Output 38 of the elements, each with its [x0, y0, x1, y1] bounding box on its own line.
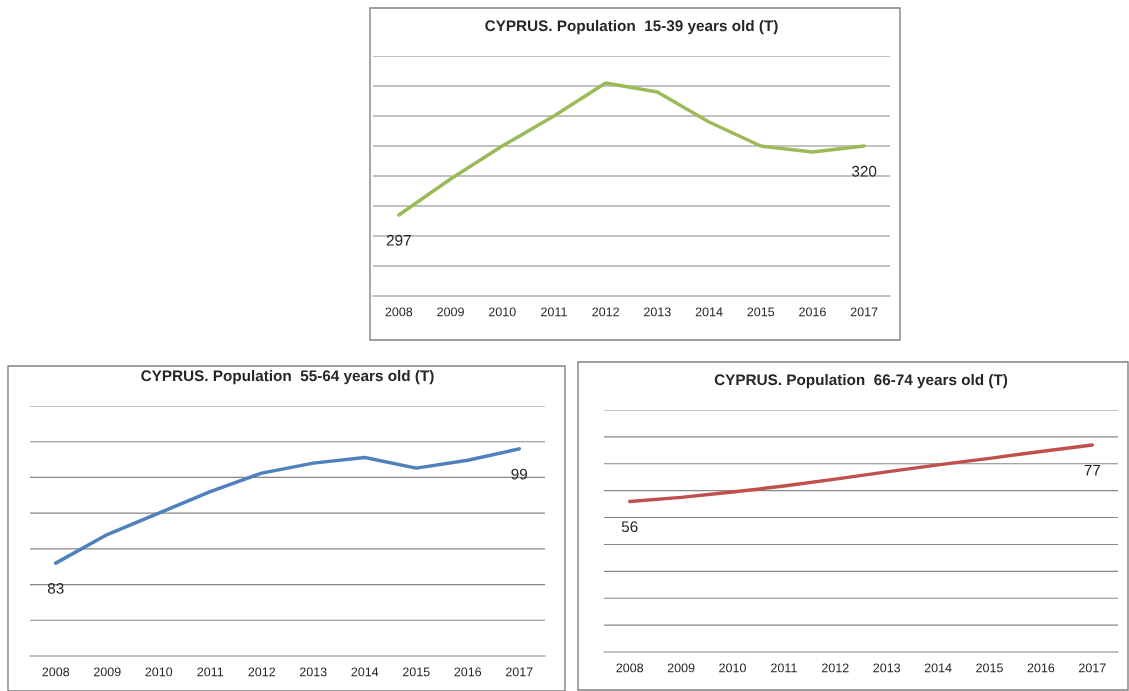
- chart-title: CYPRUS. Population 55-64 years old (T): [141, 369, 434, 385]
- chart-title: CYPRUS. Population 15-39 years old (T): [485, 19, 778, 35]
- x-tick-label: 2009: [667, 663, 695, 673]
- x-tick-label: 2013: [299, 667, 327, 677]
- data-label: 56: [621, 521, 638, 533]
- x-tick-label: 2008: [385, 307, 413, 317]
- x-tick-label: 2012: [592, 307, 619, 317]
- x-tick-label: 2014: [351, 667, 379, 677]
- x-tick-label: 2011: [197, 667, 224, 677]
- x-tick-label: 2012: [822, 663, 849, 673]
- x-tick-label: 2014: [695, 307, 723, 317]
- x-tick-label: 2016: [799, 307, 826, 317]
- x-tick-label: 2017: [850, 307, 878, 317]
- x-tick-label: 2013: [873, 663, 901, 673]
- x-tick-label: 2010: [488, 307, 516, 317]
- x-tick-label: 2017: [1079, 663, 1106, 673]
- data-label: 297: [386, 234, 411, 246]
- data-label: 77: [1084, 464, 1101, 476]
- x-tick-label: 2017: [505, 667, 533, 677]
- data-label: 83: [47, 582, 64, 594]
- x-tick-label: 2008: [616, 663, 644, 673]
- x-tick-label: 2011: [771, 663, 797, 673]
- chart-title: CYPRUS. Population 66-74 years old (T): [714, 373, 1008, 389]
- x-tick-label: 2013: [644, 307, 671, 317]
- x-tick-label: 2009: [437, 307, 464, 317]
- data-label: 320: [851, 165, 877, 177]
- x-tick-label: 2011: [541, 307, 567, 317]
- x-tick-label: 2016: [1027, 663, 1055, 673]
- x-tick-label: 2015: [747, 307, 775, 317]
- x-tick-label: 2014: [924, 663, 952, 673]
- x-tick-label: 2016: [454, 667, 482, 677]
- x-tick-label: 2010: [719, 663, 746, 673]
- x-tick-label: 2008: [42, 667, 70, 677]
- x-tick-label: 2010: [145, 667, 173, 677]
- x-tick-label: 2009: [93, 667, 121, 677]
- x-tick-label: 2015: [402, 667, 430, 677]
- x-tick-label: 2012: [248, 667, 276, 677]
- x-tick-label: 2015: [976, 663, 1003, 673]
